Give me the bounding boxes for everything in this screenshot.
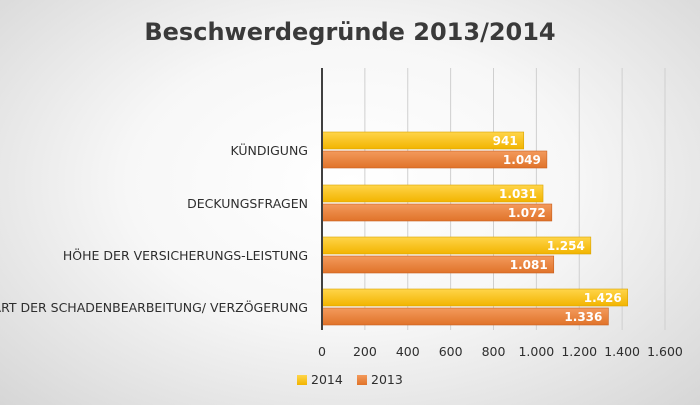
x-tick-label: 1.000: [518, 344, 554, 359]
x-tick-label: 1.200: [561, 344, 597, 359]
x-tick-label: 800: [482, 344, 506, 359]
data-label-2013: 1.336: [564, 310, 602, 324]
data-label-2013: 1.072: [508, 206, 546, 220]
legend-swatch-2013: [357, 375, 367, 385]
data-label-2014: 941: [493, 134, 518, 148]
data-label-2014: 1.031: [499, 187, 537, 201]
x-tick-label: 600: [439, 344, 463, 359]
data-label-2014: 1.426: [584, 291, 622, 305]
category-label: HÖHE DER VERSICHERUNGS-LEISTUNG: [63, 247, 308, 263]
category-label: KÜNDIGUNG: [230, 142, 308, 158]
data-label-2013: 1.081: [510, 258, 548, 272]
x-tick-label: 1.600: [647, 344, 683, 359]
x-tick-label: 1.400: [604, 344, 640, 359]
legend-label-2013: 2013: [371, 372, 403, 387]
category-label: ART DER SCHADENBEARBEITUNG/ VERZÖGERUNG: [0, 299, 308, 315]
chart-title: Beschwerdegründe 2013/2014: [144, 18, 555, 46]
category-label: DECKUNGSFRAGEN: [187, 196, 308, 211]
legend-label-2014: 2014: [311, 372, 343, 387]
legend-swatch-2014: [297, 375, 307, 385]
x-tick-label: 0: [318, 344, 326, 359]
data-label-2014: 1.254: [547, 239, 585, 253]
bar-2014-3: [321, 288, 628, 307]
x-tick-label: 400: [396, 344, 420, 359]
x-tick-label: 200: [353, 344, 377, 359]
data-label-2013: 1.049: [503, 153, 541, 167]
